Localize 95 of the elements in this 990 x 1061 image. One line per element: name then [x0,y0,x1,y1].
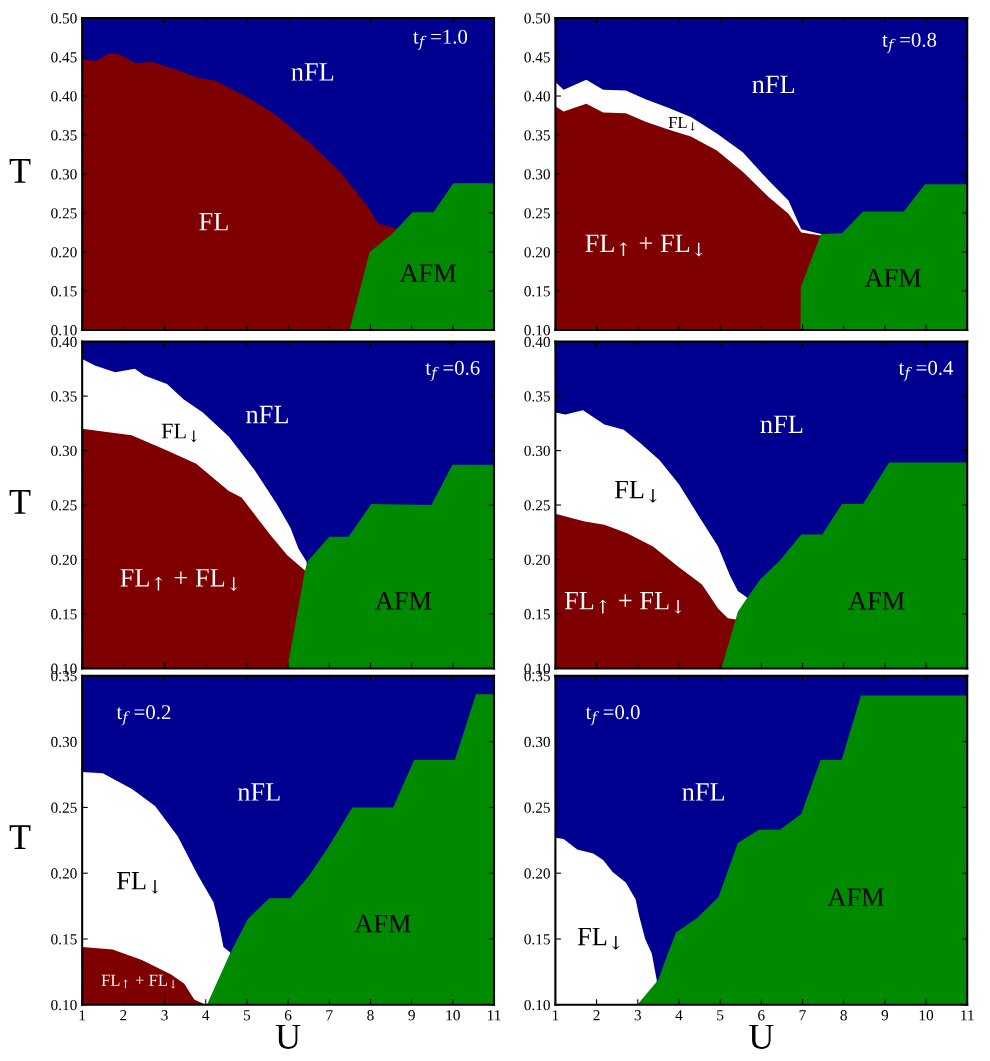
x-tick-label: 6 [284,1010,292,1021]
annotation: FL$_{↓}$ [161,423,197,443]
annotation: FL$_{↓}$ [668,117,696,131]
annotation: nFL [760,415,803,433]
y-tick-label: 0.40 [524,336,550,348]
y-tick-label: 0.15 [51,934,77,945]
y-tick-label: 0.15 [524,609,550,620]
x-tick-label: 4 [675,1010,683,1021]
x-axis-title: U [275,1024,301,1049]
x-tick-label: 8 [367,1010,374,1021]
annotation: nFL [752,75,795,94]
x-tick-label: 2 [593,1010,600,1021]
annotation: AFM [864,268,921,287]
y-tick-label: 0.20 [524,247,550,258]
x-tick-label: 11 [961,1010,974,1021]
annotation: FL$_{↓}$ [116,872,159,894]
y-tick-label: 0.45 [51,52,77,63]
y-tick-label: 0.10 [51,325,77,336]
y-tick-label: 0.10 [524,325,550,336]
y-tick-label: 0.25 [51,500,77,511]
annotation: AFM [827,888,884,906]
annotation: FL$_{↑}$ + FL$_{↓}$ [120,569,238,591]
y-tick-label: 0.30 [524,445,550,457]
y-tick-label: 0.10 [51,999,77,1011]
y-tick-label: 0.30 [51,736,77,748]
y-tick-label: 0.20 [524,868,550,879]
y-tick-label: 0.25 [524,802,550,813]
annotation: FL$_{↓}$ [577,927,620,950]
y-axis-title: T [9,159,31,183]
x-tick-label: 6 [758,1010,765,1021]
y-tick-label: 0.40 [51,91,77,102]
annotation: t$_{f}$ =0.6 [425,360,480,381]
annotation: FL [199,212,228,231]
x-tick-label: 2 [120,1010,127,1021]
y-axis-title: T [9,490,31,514]
y-tick-label: 0.50 [51,13,77,24]
y-tick-label: 0.50 [524,13,550,24]
annotation: AFM [399,264,456,282]
y-tick-label: 0.45 [524,52,550,63]
y-tick-label: 0.25 [524,208,550,219]
annotation: t$_{f}$ =0.8 [882,32,937,53]
y-tick-label: 0.35 [51,130,77,141]
x-tick-label: 5 [717,1010,724,1021]
y-tick-label: 0.30 [524,736,550,748]
y-tick-label: 0.40 [524,91,550,102]
x-tick-label: 10 [919,1010,934,1021]
x-tick-label: 5 [243,1010,251,1021]
annotation: AFM [354,914,411,933]
x-tick-label: 3 [634,1010,641,1021]
y-tick-label: 0.20 [51,554,77,566]
annotation: AFM [375,592,432,610]
x-tick-label: 4 [202,1010,210,1021]
x-axis-title: U [749,1024,774,1049]
y-tick-label: 0.25 [51,208,77,219]
y-tick-label: 0.40 [51,336,77,348]
y-tick-label: 0.30 [51,169,77,180]
x-tick-label: 9 [408,1010,415,1021]
y-tick-label: 0.25 [524,500,550,511]
annotation: nFL [237,783,280,801]
y-tick-label: 0.25 [51,802,77,813]
x-tick-label: 1 [552,1010,559,1021]
x-tick-label: 8 [840,1010,847,1021]
y-tick-label: 0.15 [524,934,550,945]
annotation: nFL [291,63,334,81]
y-tick-label: 0.15 [51,286,77,297]
y-tick-label: 0.20 [524,554,550,566]
y-tick-label: 0.15 [524,286,550,297]
annotation: t$_{f}$ =1.0 [413,29,468,50]
y-tick-label: 0.20 [51,247,77,258]
y-tick-label: 0.30 [524,169,550,180]
y-tick-label: 0.15 [51,609,77,620]
annotation: FL$_{↑}$ + FL$_{↓}$ [585,234,703,257]
y-tick-label: 0.20 [51,868,77,879]
y-tick-label: 0.35 [524,391,550,402]
x-tick-label: 3 [161,1010,168,1021]
x-tick-label: 7 [799,1010,806,1021]
x-tick-label: 11 [488,1010,501,1021]
y-tick-label: 0.30 [51,445,77,457]
annotation: t$_{f}$ =0.2 [116,705,171,726]
annotation: AFM [848,592,905,610]
annotation: FL$_{↓}$ [614,480,657,503]
x-tick-label: 9 [881,1010,889,1021]
x-tick-label: 7 [326,1010,333,1021]
annotation: t$_{f}$ =0.0 [585,705,640,726]
x-tick-label: 1 [79,1010,86,1021]
y-tick-label: 0.35 [524,130,550,141]
annotation: FL$_{↑}$ + FL$_{↓}$ [564,592,682,614]
x-tick-label: 10 [446,1010,460,1021]
annotation: nFL [682,783,725,801]
y-tick-label: 0.10 [524,999,550,1011]
annotation: t$_{f}$ =0.4 [898,360,954,381]
y-axis-title: T [9,825,31,849]
y-tick-label: 0.35 [51,391,77,402]
annotation: nFL [246,405,288,424]
annotation: FL$_{↑}$ + FL$_{↓}$ [101,974,176,989]
